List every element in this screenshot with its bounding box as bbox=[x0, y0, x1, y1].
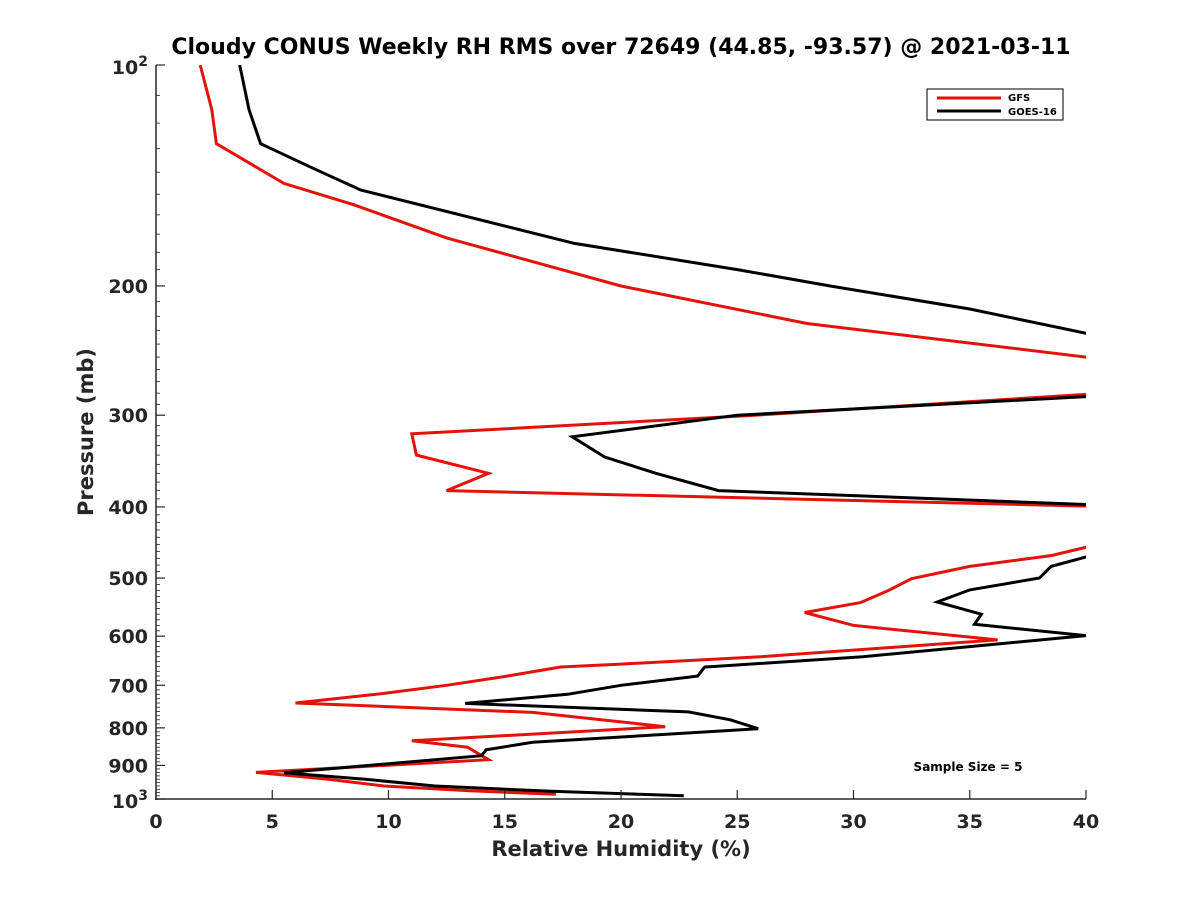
axes-layer: 0 5 10 15 20 25 30 35 40 102 200 300 400 500 600 700 800… bbox=[108, 54, 1099, 833]
y-tick-label: 300 bbox=[108, 405, 148, 427]
series-line-gfs bbox=[198, 65, 1086, 796]
x-tick-label: 15 bbox=[492, 811, 518, 833]
x-tick-label: 30 bbox=[840, 811, 866, 833]
legend-box bbox=[926, 88, 1064, 121]
y-tick-label: 500 bbox=[108, 568, 148, 590]
x-tick-label: 20 bbox=[608, 811, 634, 833]
y-tick-label: 200 bbox=[108, 276, 148, 298]
y-tick-label: 400 bbox=[108, 497, 148, 519]
y-tick-label: 800 bbox=[108, 718, 148, 740]
y-tick-label: 600 bbox=[108, 626, 148, 648]
legend-gfs-label: GFS bbox=[1008, 93, 1030, 104]
y-tick-label: 103 bbox=[112, 788, 148, 813]
legend-goes16-label: GOES-16 bbox=[1008, 107, 1057, 118]
y-axis-label: Pressure (mb) bbox=[74, 348, 98, 516]
plot-area bbox=[156, 65, 1086, 799]
y-tick-label: 900 bbox=[108, 755, 148, 777]
series-line-goes-16 bbox=[238, 65, 1086, 798]
x-tick-label: 10 bbox=[375, 811, 401, 833]
x-tick-label: 25 bbox=[724, 811, 750, 833]
series-layer bbox=[198, 65, 1086, 798]
chart-title: Cloudy CONUS Weekly RH RMS over 72649 (4… bbox=[171, 35, 1070, 60]
x-tick-label: 35 bbox=[957, 811, 983, 833]
x-tick-label: 40 bbox=[1073, 811, 1099, 833]
legend: GFS GOES-16 bbox=[926, 88, 1064, 121]
y-tick-label: 700 bbox=[108, 675, 148, 697]
x-axis-label: Relative Humidity (%) bbox=[491, 837, 750, 861]
sample-size-annotation: Sample Size = 5 bbox=[914, 760, 1023, 774]
y-tick-label: 102 bbox=[112, 54, 148, 79]
x-tick-label: 0 bbox=[149, 811, 162, 833]
x-tick-label: 5 bbox=[266, 811, 279, 833]
